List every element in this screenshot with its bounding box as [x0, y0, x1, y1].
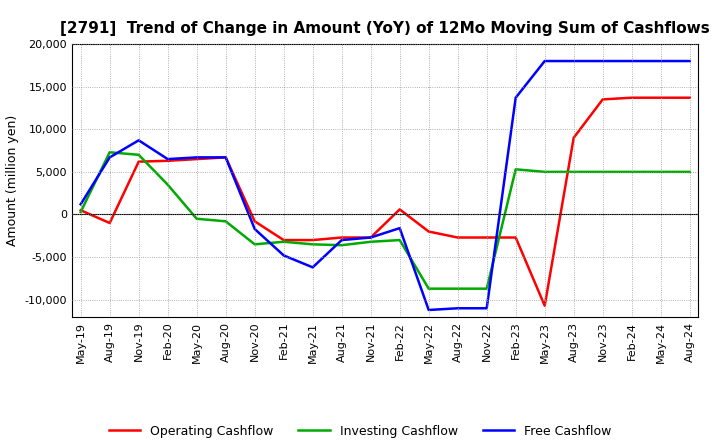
Free Cashflow: [251, 226, 259, 231]
Investing Cashflow: [570, 169, 578, 175]
Investing Cashflow: [135, 152, 143, 158]
Line: Operating Cashflow: Operating Cashflow: [81, 98, 690, 306]
Operating Cashflow: [279, 238, 288, 243]
Investing Cashflow: [541, 169, 549, 175]
Y-axis label: Amount (million yen): Amount (million yen): [6, 115, 19, 246]
Free Cashflow: [627, 59, 636, 64]
Operating Cashflow: [338, 235, 346, 240]
Free Cashflow: [454, 306, 462, 311]
Operating Cashflow: [570, 135, 578, 140]
Free Cashflow: [395, 225, 404, 231]
Operating Cashflow: [395, 207, 404, 212]
Operating Cashflow: [192, 157, 201, 162]
Operating Cashflow: [366, 235, 375, 240]
Free Cashflow: [482, 306, 491, 311]
Operating Cashflow: [424, 229, 433, 234]
Free Cashflow: [657, 59, 665, 64]
Operating Cashflow: [163, 158, 172, 163]
Line: Investing Cashflow: Investing Cashflow: [81, 152, 690, 289]
Title: [2791]  Trend of Change in Amount (YoY) of 12Mo Moving Sum of Cashflows: [2791] Trend of Change in Amount (YoY) o…: [60, 21, 710, 36]
Investing Cashflow: [163, 182, 172, 187]
Line: Free Cashflow: Free Cashflow: [81, 61, 690, 310]
Investing Cashflow: [308, 242, 317, 247]
Free Cashflow: [135, 138, 143, 143]
Investing Cashflow: [251, 242, 259, 247]
Free Cashflow: [338, 238, 346, 243]
Operating Cashflow: [251, 219, 259, 224]
Free Cashflow: [570, 59, 578, 64]
Operating Cashflow: [135, 159, 143, 164]
Investing Cashflow: [221, 219, 230, 224]
Operating Cashflow: [657, 95, 665, 100]
Free Cashflow: [221, 155, 230, 160]
Free Cashflow: [308, 265, 317, 270]
Free Cashflow: [598, 59, 607, 64]
Investing Cashflow: [192, 216, 201, 221]
Investing Cashflow: [657, 169, 665, 175]
Operating Cashflow: [598, 97, 607, 102]
Operating Cashflow: [685, 95, 694, 100]
Operating Cashflow: [76, 208, 85, 213]
Legend: Operating Cashflow, Investing Cashflow, Free Cashflow: Operating Cashflow, Investing Cashflow, …: [104, 420, 616, 440]
Free Cashflow: [163, 157, 172, 162]
Operating Cashflow: [454, 235, 462, 240]
Operating Cashflow: [105, 220, 114, 226]
Operating Cashflow: [482, 235, 491, 240]
Investing Cashflow: [76, 209, 85, 215]
Free Cashflow: [685, 59, 694, 64]
Free Cashflow: [511, 95, 520, 100]
Investing Cashflow: [424, 286, 433, 291]
Investing Cashflow: [105, 150, 114, 155]
Operating Cashflow: [221, 155, 230, 160]
Operating Cashflow: [308, 238, 317, 243]
Investing Cashflow: [366, 239, 375, 244]
Investing Cashflow: [482, 286, 491, 291]
Free Cashflow: [541, 59, 549, 64]
Free Cashflow: [424, 307, 433, 312]
Operating Cashflow: [541, 303, 549, 308]
Free Cashflow: [279, 253, 288, 258]
Investing Cashflow: [395, 238, 404, 243]
Free Cashflow: [192, 155, 201, 160]
Investing Cashflow: [598, 169, 607, 175]
Free Cashflow: [105, 155, 114, 160]
Free Cashflow: [366, 235, 375, 240]
Investing Cashflow: [685, 169, 694, 175]
Investing Cashflow: [627, 169, 636, 175]
Investing Cashflow: [511, 167, 520, 172]
Investing Cashflow: [338, 242, 346, 248]
Investing Cashflow: [279, 239, 288, 244]
Free Cashflow: [76, 202, 85, 207]
Operating Cashflow: [627, 95, 636, 100]
Investing Cashflow: [454, 286, 462, 291]
Operating Cashflow: [511, 235, 520, 240]
